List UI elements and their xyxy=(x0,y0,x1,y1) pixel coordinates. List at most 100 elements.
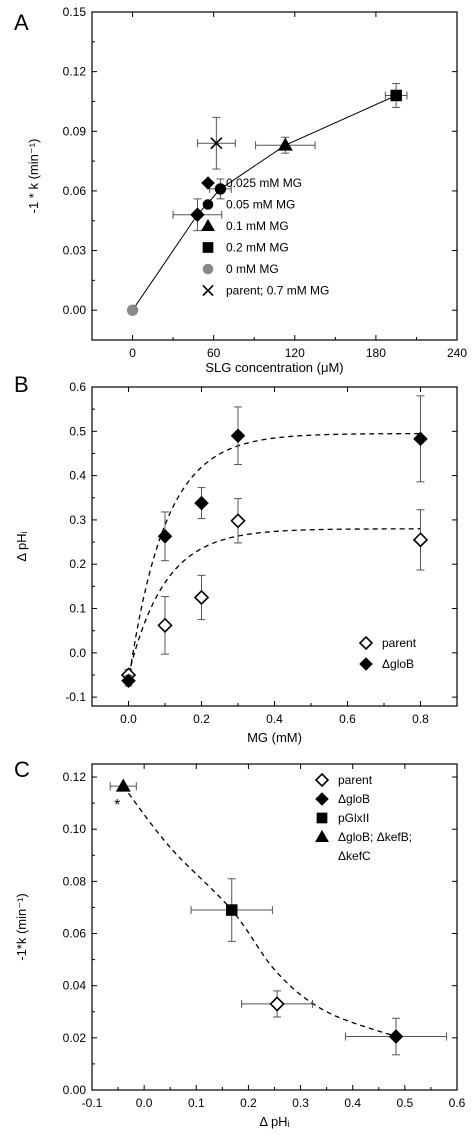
x-tick-label: 0.0 xyxy=(120,712,137,726)
panel-C: C -0.1 0.0 0.1 0.2 0.3 0.4 0.5 0.6 0.00 0.02 0.04 0.… xyxy=(14,757,466,1129)
series xyxy=(255,136,316,154)
annotation-asterisk: * xyxy=(114,797,120,814)
x-tick-label: 0.4 xyxy=(344,1096,361,1110)
y-axis-label: -1*k (min⁻¹) xyxy=(14,893,29,961)
y-tick-label: 0.12 xyxy=(63,65,87,79)
panel-letter: A xyxy=(14,10,29,35)
data-point xyxy=(230,513,246,529)
legend: 0.025 mM MG 0.05 mM MG 0.1 mM MG 0.2 mM MG 0… xyxy=(201,176,329,298)
x-tick-label: 0.0 xyxy=(136,1096,153,1110)
y-tick-label: 0.00 xyxy=(63,303,87,317)
legend-label: ΔgloB xyxy=(338,792,370,806)
legend: parent ΔgloB pGlxII ΔgloB; ΔkefB; ΔkefC xyxy=(314,772,412,863)
legend-label: 0.1 mM MG xyxy=(226,219,289,233)
panel-letter: C xyxy=(14,757,30,782)
data-point xyxy=(388,1029,404,1044)
data-point xyxy=(390,89,402,102)
legend-label: 0.025 mM MG xyxy=(226,176,302,190)
legend-marker xyxy=(358,635,374,651)
legend-label: ΔgloB; ΔkefB; xyxy=(338,830,412,844)
data-point xyxy=(269,996,285,1012)
y-tick-label: 0.6 xyxy=(69,380,86,394)
y-tick-label: 0.04 xyxy=(63,979,87,993)
series xyxy=(241,990,314,1018)
y-tick-label: 0.15 xyxy=(63,5,87,19)
panel-A: A 0 60 120 180 240 0.00 0.03 0.06 0.09 0.12 0.15 SLG… xyxy=(14,5,467,375)
y-tick-label: 0.06 xyxy=(63,184,87,198)
x-tick-label: 0.4 xyxy=(266,712,283,726)
legend-label: pGlxII xyxy=(338,811,369,825)
legend-label: parent xyxy=(382,636,417,650)
data-point xyxy=(277,137,293,151)
y-tick-label: 0.08 xyxy=(63,874,87,888)
y-tick-label: 0.0 xyxy=(69,646,86,660)
data-point xyxy=(126,304,139,316)
y-tick-label: 0.12 xyxy=(63,770,87,784)
data-point xyxy=(121,673,136,689)
plot-frame xyxy=(91,763,458,1091)
data-point xyxy=(157,529,173,544)
x-tick-label: 180 xyxy=(366,346,386,360)
y-tick-label: 0.3 xyxy=(69,513,86,527)
legend-marker xyxy=(202,284,214,297)
x-tick-label: 0.3 xyxy=(292,1096,309,1110)
y-tick-label: 0.06 xyxy=(63,927,87,941)
y-tick-label: 0.1 xyxy=(69,602,86,616)
data-point xyxy=(190,207,205,223)
legend-marker xyxy=(201,176,215,190)
series xyxy=(209,178,232,200)
x-axis-label: MG (mM) xyxy=(247,730,302,745)
series xyxy=(196,116,236,170)
y-tick-label: 0.02 xyxy=(63,1031,87,1045)
data-point xyxy=(225,904,238,916)
y-tick-label: 0.5 xyxy=(69,424,86,438)
data-point xyxy=(157,617,173,633)
panel-B: B 0.0 0.2 0.4 0.6 0.8 -0.1 0.0 0.1 0.2 0.3 0.4 0.5 0.… xyxy=(14,372,458,745)
x-tick-label: 240 xyxy=(447,346,467,360)
legend-marker xyxy=(359,657,373,671)
data-point xyxy=(412,532,429,548)
series xyxy=(120,498,429,683)
data-point xyxy=(230,428,246,444)
legend-label: parent xyxy=(338,773,373,787)
y-tick-label: 0.03 xyxy=(63,244,87,258)
data-point xyxy=(214,183,227,195)
fit-curve xyxy=(127,432,421,682)
fit-curve xyxy=(127,528,421,676)
legend-marker xyxy=(315,792,329,806)
legend-label: ΔkefC xyxy=(338,849,371,863)
data-point xyxy=(115,778,131,792)
data-point xyxy=(413,431,428,447)
series xyxy=(344,1017,448,1056)
legend-marker xyxy=(202,263,214,275)
x-tick-label: 60 xyxy=(207,346,221,360)
x-tick-label: 0.5 xyxy=(397,1096,414,1110)
legend-marker xyxy=(316,812,328,824)
legend-marker xyxy=(202,199,214,210)
x-tick-label: 0 xyxy=(129,346,136,360)
legend-marker xyxy=(201,218,215,232)
series xyxy=(126,304,139,316)
y-axis-label: -1 * k (min⁻¹) xyxy=(26,139,41,214)
x-tick-label: 0.6 xyxy=(449,1096,466,1110)
x-tick-label: 0.1 xyxy=(188,1096,205,1110)
data-point xyxy=(193,589,210,606)
panel-letter: B xyxy=(14,372,29,397)
y-tick-label: -0.1 xyxy=(65,690,86,704)
series xyxy=(109,778,137,792)
series xyxy=(190,878,273,942)
legend-label: parent; 0.7 mM MG xyxy=(226,284,329,298)
legend-label: 0 mM MG xyxy=(226,262,279,276)
y-tick-label: 0.09 xyxy=(63,124,87,138)
x-tick-label: 120 xyxy=(285,346,305,360)
y-tick-label: 0.2 xyxy=(69,557,86,571)
x-axis-label: SLG concentration (μM) xyxy=(205,360,343,375)
plot-frame xyxy=(91,11,458,341)
x-tick-label: 0.2 xyxy=(193,712,210,726)
series xyxy=(384,83,408,108)
legend-marker xyxy=(314,772,330,788)
y-tick-label: 0.10 xyxy=(63,822,87,836)
data-point xyxy=(194,495,209,511)
x-tick-label: -0.1 xyxy=(82,1096,103,1110)
